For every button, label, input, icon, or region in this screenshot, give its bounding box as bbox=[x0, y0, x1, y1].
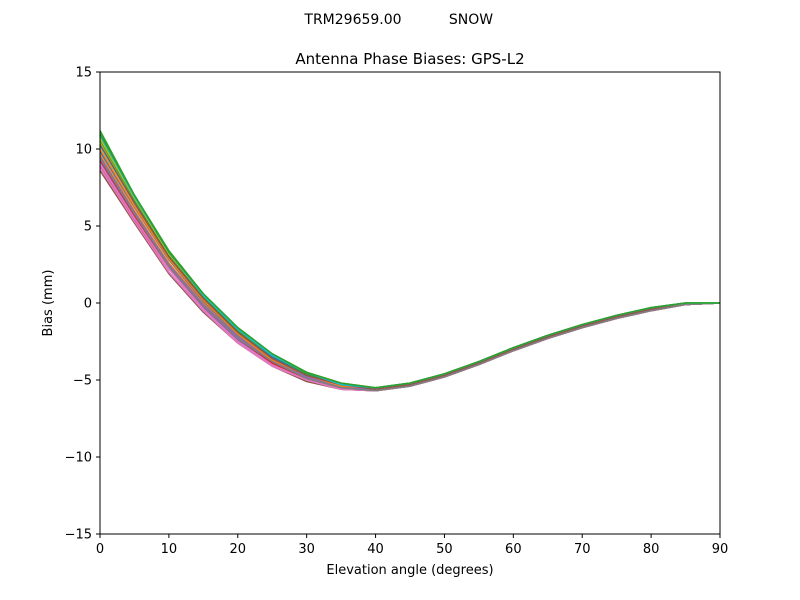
series-line-18 bbox=[99, 157, 721, 392]
y-tick-label: −5 bbox=[73, 374, 92, 389]
x-tick-label: 0 bbox=[96, 542, 104, 557]
series-line-21 bbox=[99, 133, 720, 389]
y-tick-label: 0 bbox=[84, 297, 92, 312]
x-tick-label: 90 bbox=[712, 542, 729, 557]
y-axis: −15 −10 −5 0 5 10 15 bbox=[65, 66, 100, 543]
x-tick-label: 80 bbox=[643, 542, 660, 557]
x-axis: 0 10 20 30 40 50 60 70 80 90 bbox=[96, 534, 728, 557]
figure-suptitle-right: SNOW bbox=[449, 12, 493, 28]
series-layer bbox=[99, 130, 721, 392]
x-tick-label: 30 bbox=[298, 542, 315, 557]
x-tick-label: 10 bbox=[161, 542, 178, 557]
y-tick-label: 15 bbox=[75, 66, 92, 81]
y-tick-label: 5 bbox=[84, 220, 92, 235]
x-tick-label: 50 bbox=[436, 542, 453, 557]
x-tick-label: 70 bbox=[574, 542, 591, 557]
y-tick-label: 10 bbox=[75, 143, 92, 158]
x-axis-label: Elevation angle (degrees) bbox=[326, 563, 493, 578]
y-tick-label: −15 bbox=[65, 528, 92, 543]
chart-title: Antenna Phase Biases: GPS-L2 bbox=[295, 50, 524, 68]
x-tick-label: 60 bbox=[505, 542, 522, 557]
x-tick-label: 20 bbox=[230, 542, 247, 557]
series-line-16 bbox=[99, 143, 721, 390]
y-tick-label: −10 bbox=[65, 451, 92, 466]
y-axis-label: Bias (mm) bbox=[41, 270, 56, 337]
x-tick-label: 40 bbox=[367, 542, 384, 557]
figure-suptitle-left: TRM29659.00 bbox=[303, 12, 401, 28]
